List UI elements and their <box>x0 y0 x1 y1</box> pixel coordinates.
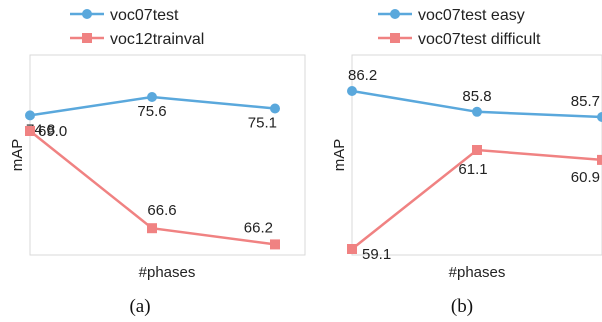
chart-a-series-1-point-3 <box>270 103 280 114</box>
chart-b-ylabel: mAP <box>331 139 348 172</box>
chart-b-series-2-label-2: 61.1 <box>458 161 487 178</box>
chart-b-series-2-point-2 <box>472 145 482 155</box>
chart-a-xlabel: #phases <box>139 264 196 281</box>
chart-b-series-2-label-3: 60.9 <box>571 169 600 186</box>
chart-a-series-1-point-1 <box>25 110 35 121</box>
chart-a-series-2-label-1: 69.0 <box>38 123 67 140</box>
legend-b-series-1-marker <box>390 9 400 19</box>
chart-a-legend: voc07test voc12trainval <box>70 7 204 48</box>
chart-b-series-1-label-1: 86.2 <box>348 67 377 84</box>
chart-b-caption: (b) <box>451 296 473 317</box>
legend-b-series-1-label: voc07test easy <box>418 7 525 24</box>
chart-b-series-1-point-3 <box>597 112 602 122</box>
chart-a-series-2-point-2 <box>147 223 157 234</box>
chart-a-ylabel: mAP <box>9 139 26 172</box>
legend-b-series-2-label: voc07test difficult <box>418 31 541 48</box>
legend-a-series-1-label: voc07test <box>110 7 179 24</box>
chart-a-series-2-label-2: 66.6 <box>147 202 176 219</box>
chart-b-series-2-point-1 <box>347 244 357 254</box>
chart-b-series-1-point-1 <box>347 86 357 96</box>
chart-b-series-1-label-3: 85.7 <box>571 93 600 110</box>
legend-b-series-2-marker <box>390 33 400 43</box>
chart-b-plot: 86.2 85.8 85.7 59.1 61.1 60.9 <box>347 67 602 263</box>
chart-a-series-1-label-2: 75.6 <box>137 103 166 120</box>
chart-b-series-2-point-3 <box>597 154 602 165</box>
chart-a-series-1-point-2 <box>147 92 157 102</box>
chart-b-frame <box>351 54 602 256</box>
chart-a: voc07test voc12trainval mAP #phases (a) … <box>9 7 306 317</box>
chart-a-series-1-label-3: 75.1 <box>248 115 277 132</box>
legend-a-series-2-marker <box>82 33 92 43</box>
chart-b-series-1-label-2: 85.8 <box>462 88 491 105</box>
chart-b: voc07test easy voc07test difficult mAP #… <box>331 7 602 317</box>
chart-b-series-1-point-2 <box>472 106 482 117</box>
chart-b-xlabel: #phases <box>449 264 506 281</box>
chart-a-series-2-label-3: 66.2 <box>244 219 273 236</box>
chart-a-series-2-point-1 <box>25 126 35 136</box>
chart-b-series-2-label-1: 59.1 <box>362 246 391 263</box>
legend-a-series-2-label: voc12trainval <box>110 31 204 48</box>
legend-a-series-1-marker <box>82 9 92 19</box>
chart-a-caption: (a) <box>129 296 150 317</box>
chart-b-legend: voc07test easy voc07test difficult <box>378 7 541 48</box>
chart-a-series-2-point-3 <box>270 239 280 250</box>
chart-a-plot: 74.875.675.169.066.666.2 <box>25 92 280 250</box>
chart-a-frame <box>29 54 306 256</box>
